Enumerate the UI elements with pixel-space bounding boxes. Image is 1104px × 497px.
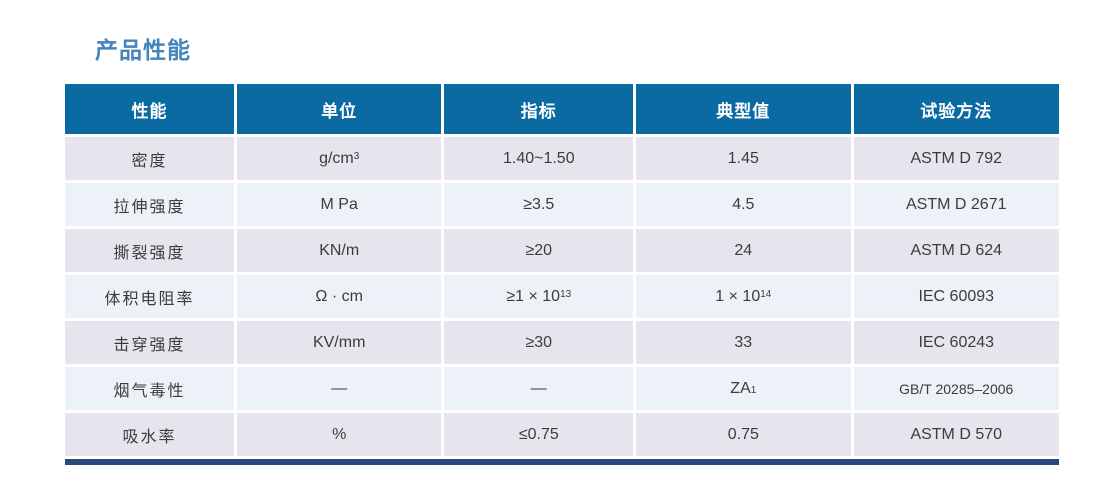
cell-typical: 24 — [636, 229, 851, 272]
page-title: 产品性能 — [95, 37, 191, 63]
cell-typical: 33 — [636, 321, 851, 364]
table-bottom-border — [65, 459, 1059, 465]
cell-property: 吸水率 — [65, 413, 234, 456]
table-row-tensile-strength: 拉伸强度 M Pa ≥3.5 4.5 ASTM D 2671 — [65, 183, 1059, 226]
cell-unit: — — [236, 367, 442, 410]
cell-spec: ≥20 — [444, 229, 634, 272]
cell-method: IEC 60243 — [853, 321, 1059, 364]
cell-typical: 4.5 — [636, 183, 851, 226]
table-row-smoke-toxicity: 烟气毒性 — — ZA 1 GB/T 20285–2006 — [65, 367, 1059, 410]
cell-typical: 1.45 — [636, 137, 851, 180]
cell-property: 拉伸强度 — [65, 183, 234, 226]
cell-property: 体积电阻率 — [65, 275, 234, 318]
table-row-density: 密度 g/cm 3 1.40~1.50 1.45 ASTM D 792 — [65, 137, 1059, 180]
cell-spec: ≥1 × 10 13 — [444, 275, 634, 318]
table-row-volume-resistivity: 体积电阻率 Ω · cm ≥1 × 10 13 1 × 10 14 IEC 6009… — [65, 275, 1059, 318]
cell-typical: ZA 1 — [636, 367, 851, 410]
table-row-breakdown-strength: 击穿强度 KV/mm ≥30 33 IEC 60243 — [65, 321, 1059, 364]
superscript: 13 — [560, 288, 572, 300]
cell-spec: — — [444, 367, 634, 410]
cell-text: ZA — [730, 379, 751, 397]
header-unit: 单位 — [236, 84, 442, 134]
cell-method: ASTM D 570 — [853, 413, 1059, 456]
cell-spec: 1.40~1.50 — [444, 137, 634, 180]
cell-text: ≥1 × 10 — [506, 287, 561, 305]
superscript: 14 — [760, 288, 772, 300]
cell-unit: % — [236, 413, 442, 456]
cell-unit: M Pa — [236, 183, 442, 226]
cell-text: 1 × 10 — [715, 287, 761, 305]
product-spec-table: 性能 单位 指标 典型值 试验方法 密度 g/cm 3 1.40~1.50 1.4… — [65, 84, 1059, 465]
header-typical: 典型值 — [636, 84, 851, 134]
header-spec: 指标 — [444, 84, 634, 134]
cell-method: ASTM D 792 — [853, 137, 1059, 180]
table-row-tear-strength: 撕裂强度 KN/m ≥20 24 ASTM D 624 — [65, 229, 1059, 272]
cell-property: 烟气毒性 — [65, 367, 234, 410]
cell-unit: KV/mm — [236, 321, 442, 364]
cell-unit: KN/m — [236, 229, 442, 272]
cell-unit: g/cm 3 — [236, 137, 442, 180]
cell-method: ASTM D 624 — [853, 229, 1059, 272]
cell-spec: ≤0.75 — [444, 413, 634, 456]
cell-method: IEC 60093 — [853, 275, 1059, 318]
table-row-water-absorption: 吸水率 % ≤0.75 0.75 ASTM D 570 — [65, 413, 1059, 456]
cell-text: g/cm — [319, 149, 354, 167]
cell-property: 密度 — [65, 137, 234, 180]
cell-typical: 1 × 10 14 — [636, 275, 851, 318]
cell-spec: ≥30 — [444, 321, 634, 364]
subscript: 1 — [750, 384, 757, 396]
table-header-row: 性能 单位 指标 典型值 试验方法 — [65, 84, 1059, 134]
cell-unit: Ω · cm — [236, 275, 442, 318]
cell-method: ASTM D 2671 — [853, 183, 1059, 226]
cell-typical: 0.75 — [636, 413, 851, 456]
cell-property: 撕裂强度 — [65, 229, 234, 272]
header-method: 试验方法 — [853, 84, 1059, 134]
cell-spec: ≥3.5 — [444, 183, 634, 226]
header-property: 性能 — [65, 84, 234, 134]
cell-method: GB/T 20285–2006 — [853, 367, 1059, 410]
superscript: 3 — [353, 150, 360, 162]
cell-property: 击穿强度 — [65, 321, 234, 364]
